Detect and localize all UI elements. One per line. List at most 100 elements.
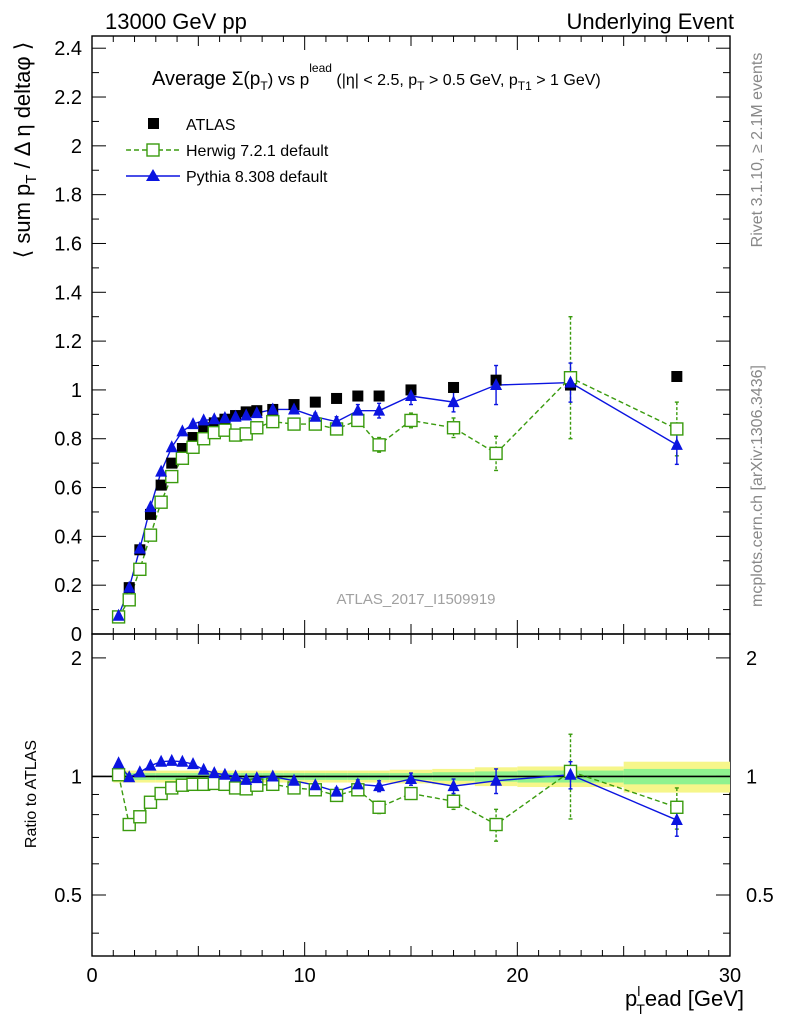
pythia-ratio-point xyxy=(288,773,301,786)
y-tick-label: 0.8 xyxy=(54,429,82,451)
y-tick-label: 2.2 xyxy=(54,87,82,109)
herwig-line xyxy=(117,376,678,618)
legend-atlas-marker xyxy=(148,118,159,129)
herwig-point xyxy=(175,451,190,465)
y-tick-label: 1 xyxy=(71,380,82,402)
pythia-ratio-point xyxy=(266,769,279,782)
pythia-point xyxy=(670,437,683,450)
title-sub-t1: T1 xyxy=(518,79,532,93)
pythia-ratio-point xyxy=(250,771,263,784)
herwig-point xyxy=(143,528,158,542)
y-axis-label: ⟨ sum pT / Δ η deltaφ ⟩ xyxy=(10,42,40,259)
pythia-ratio-point xyxy=(155,754,168,767)
legend-pythia-label: Pythia 8.308 default xyxy=(186,169,328,186)
x-tick-label: 30 xyxy=(719,965,741,987)
herwig-ratio-point xyxy=(111,768,126,782)
pythia-point xyxy=(490,378,503,391)
title-sub-t2: T xyxy=(417,79,425,93)
ratio-y-label: Ratio to ATLAS xyxy=(23,740,40,848)
herwig-point xyxy=(351,413,365,428)
pythia-point xyxy=(309,409,322,422)
x-tick-label: 20 xyxy=(506,965,528,987)
x-tick-label: 0 xyxy=(86,965,97,987)
atlas-point xyxy=(166,457,178,469)
herwig-ratio-point xyxy=(143,795,158,809)
title-mid: ) vs p xyxy=(268,70,310,89)
y-tick-label: 0.6 xyxy=(54,478,82,500)
title-rest2: > 0.5 GeV, p xyxy=(425,72,518,89)
pythia-point xyxy=(133,541,146,554)
pythia-point xyxy=(197,413,210,426)
pythia-point xyxy=(564,375,577,388)
herwig-point xyxy=(154,495,168,509)
pythia-point xyxy=(240,408,253,421)
y-tick-label: 0.2 xyxy=(54,575,82,597)
herwig-point xyxy=(186,440,200,454)
y-tick-label: 0 xyxy=(71,624,82,646)
y-label-main: ⟨ sum p xyxy=(10,184,35,259)
ratio-tick-label-right: 0.5 xyxy=(746,885,774,907)
y-tick-label: 1.8 xyxy=(54,185,82,207)
ratio-tick-label-left: 2 xyxy=(71,648,82,670)
herwig-ratio-point xyxy=(372,800,386,814)
title-prefix: Average xyxy=(152,68,232,90)
herwig-point xyxy=(122,593,136,607)
herwig-point xyxy=(250,421,264,435)
legend-atlas-label: ATLAS xyxy=(186,117,236,134)
herwig-point xyxy=(670,422,684,436)
x-label-rest: ead [GeV] xyxy=(645,986,744,1011)
pythia-point xyxy=(155,464,168,477)
pythia-point xyxy=(330,414,343,427)
legend-herwig-label: Herwig 7.2.1 default xyxy=(186,143,329,160)
herwig-point xyxy=(404,413,418,428)
legend-pythia-marker xyxy=(146,169,160,181)
pythia-point xyxy=(250,406,263,419)
pythia-ratio-point xyxy=(197,762,210,775)
ratio-tick-label-left: 0.5 xyxy=(54,885,82,907)
pythia-ratio-point xyxy=(447,779,460,792)
atlas-point xyxy=(155,479,167,491)
pythia-ratio-point xyxy=(208,766,221,779)
pythia-ratio-point xyxy=(490,773,503,786)
chart-title: Average Σ(pT) vs plead (|η| < 2.5, pT > … xyxy=(152,61,601,93)
herwig-point xyxy=(133,562,147,577)
pythia-point xyxy=(351,403,364,416)
y-tick-label: 2 xyxy=(71,136,82,158)
atlas-point xyxy=(187,432,199,444)
pythia-point xyxy=(447,395,460,408)
y-tick-label: 1.4 xyxy=(54,282,82,304)
pythia-point xyxy=(165,440,178,453)
pythia-ratio-point xyxy=(133,765,146,778)
pythia-point xyxy=(229,409,242,422)
axes-layer: 0 10 20 30 0 0.2 0.4 0.6 0.8 1 1.2 1.4 1.6 1.8 2 2.2 2.4… xyxy=(54,36,774,987)
title-sigma: Σ(p xyxy=(232,69,261,90)
y-label-rest: / Δ η deltaφ ⟩ xyxy=(10,42,35,175)
pythia-point xyxy=(112,608,125,621)
pythia-point xyxy=(373,403,386,416)
herwig-ratio-point xyxy=(404,786,418,801)
pythia-ratio-point xyxy=(309,778,322,791)
herwig-point xyxy=(489,446,503,461)
pythia-point xyxy=(288,402,301,415)
herwig-point xyxy=(287,417,301,431)
legend: ATLAS Herwig 7.2.1 default Pythia 8.308 … xyxy=(126,117,329,186)
herwig-ratio-point xyxy=(122,817,136,832)
atlas-point xyxy=(309,396,321,408)
data-layer xyxy=(111,315,684,842)
y-label-sub: T xyxy=(23,175,40,184)
analysis-watermark: ATLAS_2017_I1509919 xyxy=(336,591,495,608)
x-tick-label: 10 xyxy=(294,965,316,987)
y-tick-label: 2.4 xyxy=(54,38,82,60)
header-left: 13000 GeV pp xyxy=(105,9,247,34)
herwig-point xyxy=(446,421,461,435)
pythia-ratio-point xyxy=(405,772,417,785)
herwig-point xyxy=(372,438,386,452)
atlas-point xyxy=(373,390,385,402)
title-sub-t: T xyxy=(260,79,268,93)
mcplots-label: mcplots.cern.ch [arXiv:1306.3436] xyxy=(749,365,766,607)
atlas-point xyxy=(176,442,188,454)
herwig-ratio-point xyxy=(489,817,503,832)
herwig-ratio-point xyxy=(446,794,461,808)
legend-herwig-marker xyxy=(146,143,160,157)
